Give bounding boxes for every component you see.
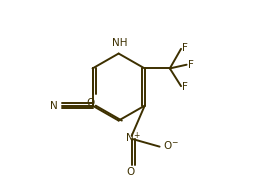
Text: O: O: [126, 167, 134, 177]
Text: F: F: [182, 43, 188, 53]
Text: O: O: [87, 98, 95, 108]
Text: N: N: [126, 133, 134, 143]
Text: −: −: [171, 138, 177, 147]
Text: +: +: [134, 131, 140, 140]
Text: F: F: [188, 60, 194, 70]
Text: O: O: [164, 141, 172, 151]
Text: NH: NH: [112, 38, 127, 48]
Text: F: F: [182, 82, 188, 92]
Text: N: N: [50, 101, 58, 111]
